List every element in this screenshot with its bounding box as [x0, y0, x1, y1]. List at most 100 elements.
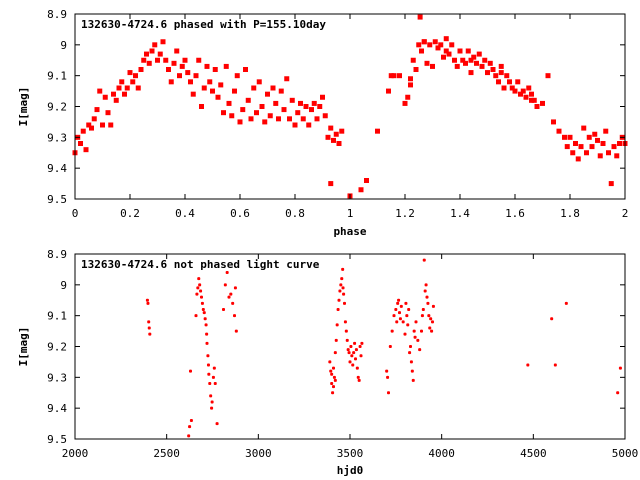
- data-point: [553, 363, 557, 367]
- data-point: [270, 85, 276, 91]
- data-point: [431, 304, 435, 308]
- data-point: [501, 85, 507, 91]
- data-point: [349, 345, 353, 348]
- data-point: [213, 382, 217, 385]
- data-point: [617, 141, 622, 146]
- data-point: [573, 141, 578, 146]
- data-point: [356, 375, 360, 379]
- data-point: [292, 122, 298, 128]
- data-point: [595, 137, 600, 143]
- data-point: [325, 134, 331, 140]
- data-point: [476, 51, 482, 57]
- data-point: [331, 137, 336, 143]
- phased-plot-title: 132630-4724.6 phased with P=155.10day: [81, 18, 326, 31]
- data-point: [254, 110, 259, 116]
- data-point: [421, 308, 425, 311]
- data-point: [388, 73, 394, 79]
- data-point: [402, 100, 408, 106]
- data-point: [273, 100, 279, 106]
- data-point: [468, 57, 474, 63]
- data-point: [586, 134, 592, 140]
- x-tick-label: 2: [622, 207, 629, 220]
- y-tick-label: 9.3: [47, 131, 67, 144]
- data-point: [287, 116, 292, 122]
- y-tick-label: 9.1: [47, 70, 67, 83]
- phased-plot-y-axis-label: I[mag]: [17, 87, 30, 127]
- data-point: [256, 79, 262, 85]
- y-tick-label: 9.4: [47, 162, 67, 175]
- data-point: [113, 97, 119, 103]
- data-point: [215, 422, 219, 426]
- y-tick-label: 9.2: [47, 101, 67, 114]
- data-point: [358, 345, 362, 348]
- data-point: [190, 91, 196, 97]
- data-point: [322, 113, 328, 119]
- data-point: [490, 67, 496, 72]
- data-point: [430, 329, 434, 333]
- data-point: [354, 348, 358, 352]
- data-point: [608, 181, 614, 187]
- data-point: [330, 382, 334, 385]
- x-tick-label: 3000: [245, 447, 272, 460]
- data-point: [406, 323, 410, 327]
- data-point: [413, 67, 419, 72]
- data-point: [540, 100, 545, 106]
- data-point: [410, 57, 416, 63]
- data-point: [232, 88, 237, 94]
- data-point: [200, 295, 203, 299]
- data-point: [233, 314, 236, 318]
- light-curve-plot-ticks: [74, 253, 626, 440]
- data-point: [210, 400, 214, 404]
- data-point: [226, 100, 232, 106]
- data-point: [342, 292, 346, 296]
- data-point: [215, 94, 221, 100]
- y-tick-label: 9.1: [47, 310, 67, 323]
- data-point: [529, 91, 534, 97]
- data-point: [454, 63, 460, 69]
- data-point: [485, 70, 490, 76]
- light-curve-plot: 2000 2500 3000 3500 4000 4500 5000 8.9 9 9.1 9.2 9.…: [17, 248, 638, 477]
- data-point: [177, 73, 182, 79]
- x-tick-label: 1.6: [505, 207, 525, 220]
- data-point: [403, 332, 407, 336]
- data-point: [353, 341, 357, 345]
- data-point: [443, 48, 449, 54]
- data-point: [409, 360, 413, 364]
- data-point: [267, 113, 273, 119]
- data-point: [603, 128, 609, 134]
- data-point: [331, 391, 335, 395]
- data-point: [387, 391, 390, 395]
- data-point: [416, 338, 420, 342]
- data-point: [360, 341, 364, 345]
- data-point: [422, 258, 426, 262]
- data-point: [197, 277, 201, 281]
- y-tick-label: 9: [60, 279, 67, 292]
- data-point: [332, 366, 335, 370]
- data-point: [526, 363, 530, 367]
- data-point: [86, 122, 92, 128]
- data-point: [419, 48, 424, 54]
- data-point: [401, 320, 405, 324]
- data-point: [193, 73, 199, 79]
- data-point: [221, 110, 226, 116]
- data-point: [108, 122, 114, 128]
- data-point: [567, 134, 573, 140]
- data-point: [407, 308, 411, 311]
- data-point: [105, 110, 111, 116]
- data-point: [189, 369, 192, 373]
- phased-plot: 0 0.2 0.4 0.6 0.8 1 1.2 1.4 1.6 1.8 2 8.9 9 9.1 9.2 9.3…: [17, 8, 628, 238]
- x-tick-label: 1: [347, 207, 354, 220]
- data-point: [174, 48, 180, 54]
- data-point: [205, 341, 209, 345]
- data-point: [127, 70, 133, 76]
- data-point: [341, 267, 345, 271]
- data-point: [431, 320, 434, 324]
- data-point: [303, 104, 309, 109]
- data-point: [429, 317, 433, 321]
- data-point: [298, 100, 303, 106]
- data-point: [597, 153, 603, 159]
- data-point: [231, 301, 235, 305]
- data-point: [233, 286, 237, 290]
- x-tick-label: 3500: [337, 447, 364, 460]
- data-point: [518, 91, 523, 97]
